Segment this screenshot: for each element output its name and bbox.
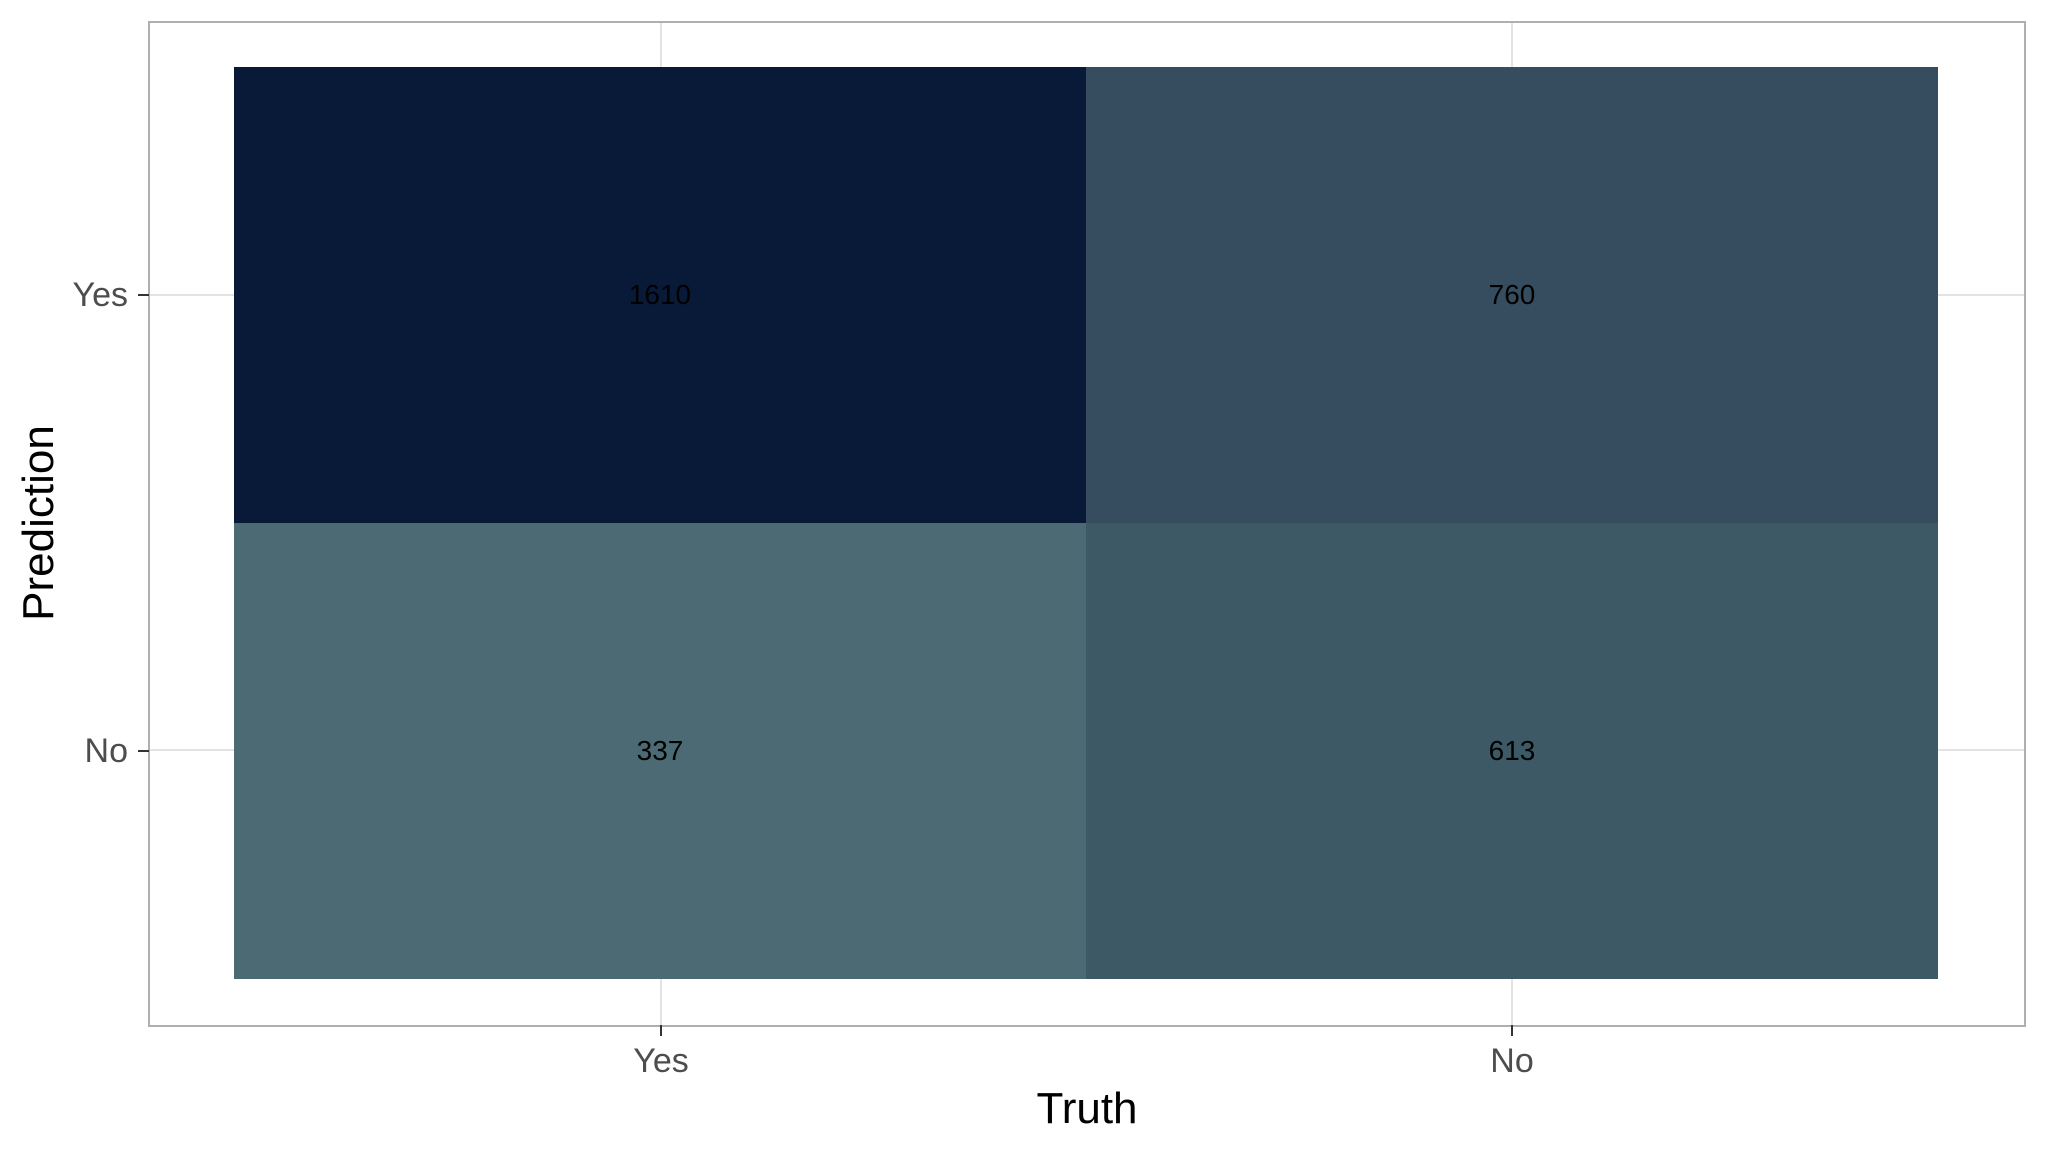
tile-pred-yes-truth-yes: 1610 xyxy=(234,67,1086,523)
tile-pred-no-truth-no: 613 xyxy=(1086,523,1938,979)
plot-panel: 1610 760 337 613 xyxy=(148,21,2026,1027)
x-tick-label-yes: Yes xyxy=(633,1042,689,1080)
tile-pred-yes-truth-no: 760 xyxy=(1086,67,1938,523)
y-axis-title: Prediction xyxy=(14,425,63,621)
tile-pred-no-truth-yes: 337 xyxy=(234,523,1086,979)
y-tick-label-yes: Yes xyxy=(72,276,128,314)
y-tick-no xyxy=(138,750,149,752)
x-tick-yes xyxy=(660,1025,662,1036)
x-axis-title: Truth xyxy=(1036,1084,1138,1133)
x-tick-no xyxy=(1511,1025,1513,1036)
x-tick-label-no: No xyxy=(1490,1042,1534,1080)
y-tick-label-no: No xyxy=(84,732,128,770)
y-tick-yes xyxy=(138,294,149,296)
heatmap-tiles: 1610 760 337 613 xyxy=(234,67,1938,979)
